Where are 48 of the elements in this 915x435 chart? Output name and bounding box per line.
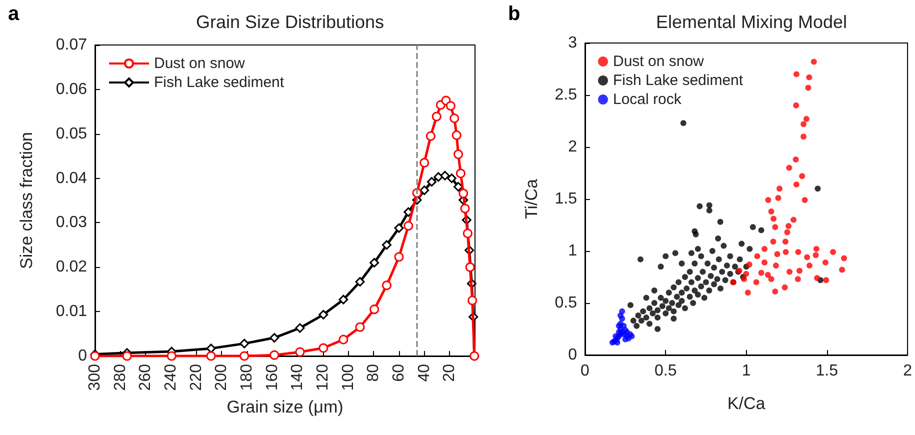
- y-tick-label: 0.01: [56, 303, 88, 320]
- x-tick-label: 1: [742, 362, 751, 380]
- legend-label: Fish Lake sediment: [613, 72, 744, 89]
- x-tick-label: 200: [213, 364, 230, 391]
- x-tick-label: 120: [314, 364, 332, 391]
- chart-title: Elemental Mixing Model: [656, 12, 848, 32]
- y-tick-label: 3: [568, 34, 578, 52]
- y-tick-label: 1.5: [554, 190, 578, 208]
- y-tick-label: 0: [78, 348, 88, 364]
- x-tick-label: 240: [162, 364, 180, 391]
- x-tick-label: 160: [264, 364, 281, 391]
- text: b: [508, 3, 520, 25]
- y-tick-label: 0.07: [56, 36, 88, 54]
- x-tick-label: 180: [238, 364, 256, 391]
- legend-label: Dust on snow: [154, 55, 246, 72]
- y-tick-label: 2: [568, 138, 578, 156]
- x-tick-label: 60: [390, 364, 408, 382]
- x-tick-label: 220: [188, 364, 205, 391]
- x-tick-label: 0: [580, 362, 590, 380]
- y-axis-title: Ti/Ca: [522, 178, 541, 219]
- y-tick-label: 0.03: [56, 214, 88, 232]
- x-axis-title: K/Ca: [727, 394, 766, 413]
- x-tick-label: 100: [340, 364, 357, 391]
- text: a: [8, 3, 20, 25]
- y-tick-label: 1: [568, 242, 578, 260]
- x-tick-label: 20: [441, 364, 458, 382]
- x-tick-label: 140: [289, 364, 306, 391]
- x-axis-title: Grain size (μm): [226, 398, 344, 417]
- x-tick-label: 80: [365, 364, 382, 382]
- y-tick-label: 0.5: [554, 294, 578, 312]
- x-tick-label: 1.5: [816, 362, 838, 380]
- chart-title: Grain Size Distributions: [196, 12, 384, 32]
- y-tick-label: 0.06: [56, 80, 88, 98]
- legend-label: Fish Lake sediment: [154, 74, 285, 91]
- y-tick-label: 0.04: [56, 170, 88, 187]
- y-axis-title: Size class fraction: [17, 132, 36, 269]
- x-tick-label: 300: [86, 364, 104, 391]
- y-tick-label: 0.02: [56, 258, 88, 276]
- legend-label: Dust on snow: [613, 53, 704, 70]
- x-tick-label: 2: [903, 362, 912, 380]
- x-tick-label: 0.5: [654, 362, 677, 380]
- x-tick-label: 260: [137, 364, 154, 391]
- x-tick-label: 280: [112, 364, 129, 391]
- y-tick-label: 0.05: [56, 125, 88, 142]
- x-tick-label: 40: [416, 364, 433, 382]
- y-tick-label: 2.5: [554, 86, 578, 104]
- y-tick-label: 0: [568, 346, 578, 364]
- legend-label: Local rock: [613, 91, 682, 108]
